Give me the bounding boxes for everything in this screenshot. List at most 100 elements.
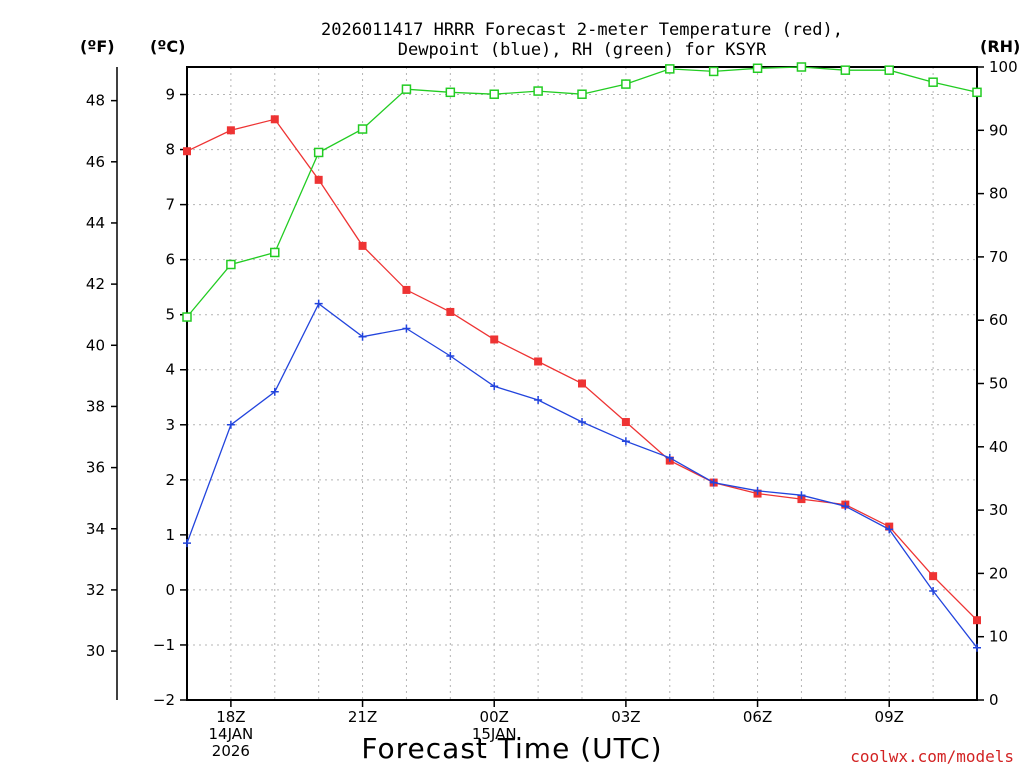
celsius-tick-label: 7 xyxy=(165,196,175,214)
x-tick-label: 15JAN xyxy=(472,725,517,743)
data-point-dewpoint xyxy=(270,387,279,396)
fahrenheit-tick-label: 44 xyxy=(86,214,105,232)
data-point-dewpoint xyxy=(797,491,806,500)
data-point-rh xyxy=(226,259,236,270)
data-point-dewpoint xyxy=(183,539,191,548)
x-tick-label: 14JAN xyxy=(209,725,254,743)
data-point-dewpoint xyxy=(490,382,499,391)
data-point-rh xyxy=(884,65,894,75)
celsius-tick-label: 8 xyxy=(165,141,175,159)
data-point-dewpoint xyxy=(534,396,543,405)
x-tick-label: 2026 xyxy=(212,742,250,760)
x-tick-label: 21Z xyxy=(348,708,377,726)
series-dewpoint xyxy=(183,299,981,652)
data-point-dewpoint xyxy=(226,420,235,429)
rh-tick-label: 70 xyxy=(989,248,1008,266)
rh-tick-label: 10 xyxy=(989,628,1008,646)
data-point-temperature xyxy=(621,418,630,427)
data-point-rh xyxy=(752,63,763,74)
axes: −2−1012345678930323436384042444648010203… xyxy=(86,58,1018,760)
data-point-rh xyxy=(708,66,719,77)
data-point-rh xyxy=(270,247,280,258)
celsius-unit-label: (ºC) xyxy=(150,37,185,56)
fahrenheit-tick-label: 36 xyxy=(86,459,105,477)
rh-tick-label: 90 xyxy=(989,121,1008,139)
celsius-tick-label: 0 xyxy=(165,581,175,599)
fahrenheit-tick-label: 38 xyxy=(86,397,105,415)
data-point-rh xyxy=(621,79,631,89)
data-point-dewpoint xyxy=(358,332,367,341)
data-point-dewpoint xyxy=(446,351,455,360)
rh-tick-label: 100 xyxy=(989,58,1018,76)
data-point-temperature xyxy=(226,126,235,135)
data-point-temperature xyxy=(270,115,279,124)
data-point-temperature xyxy=(490,335,499,344)
fahrenheit-tick-label: 48 xyxy=(86,92,105,110)
fahrenheit-tick-label: 42 xyxy=(86,275,105,293)
data-point-rh xyxy=(533,86,543,96)
rh-tick-label: 20 xyxy=(989,564,1008,582)
data-point-temperature xyxy=(534,357,543,366)
data-point-rh xyxy=(796,62,807,72)
fahrenheit-tick-label: 32 xyxy=(86,581,105,599)
data-point-dewpoint xyxy=(621,437,630,446)
celsius-tick-label: −2 xyxy=(153,691,175,709)
celsius-tick-label: 6 xyxy=(165,251,175,269)
celsius-tick-label: 9 xyxy=(165,86,175,104)
data-point-dewpoint xyxy=(929,587,938,596)
rh-tick-label: 40 xyxy=(989,438,1008,456)
data-point-rh xyxy=(928,77,938,87)
fahrenheit-tick-label: 30 xyxy=(86,642,105,660)
data-point-dewpoint xyxy=(314,299,323,308)
data-point-dewpoint xyxy=(973,643,981,652)
data-point-rh xyxy=(972,87,982,98)
title-line-1: 2026011417 HRRR Forecast 2-meter Tempera… xyxy=(321,20,843,40)
x-axis-label: Forecast Time (UTC) xyxy=(361,732,662,765)
data-point-temperature xyxy=(929,572,938,581)
credit-text: coolwx.com/models xyxy=(850,747,1014,766)
celsius-tick-label: 4 xyxy=(165,361,175,379)
celsius-tick-label: 1 xyxy=(165,526,175,544)
data-point-temperature xyxy=(402,285,411,294)
data-point-dewpoint xyxy=(578,418,586,427)
data-point-temperature xyxy=(973,616,981,625)
rh-tick-label: 80 xyxy=(989,185,1008,203)
x-tick-label: 03Z xyxy=(611,708,640,726)
data-point-rh xyxy=(840,65,851,75)
data-point-rh xyxy=(401,84,412,94)
x-tick-label: 18Z xyxy=(216,708,245,726)
data-point-rh xyxy=(445,87,456,98)
data-point-rh xyxy=(182,312,192,322)
rh-tick-label: 50 xyxy=(989,375,1008,393)
rh-tick-label: 30 xyxy=(989,501,1008,519)
rh-tick-label: 0 xyxy=(989,691,999,709)
data-point-dewpoint xyxy=(402,324,411,333)
celsius-tick-label: −1 xyxy=(153,636,175,654)
rh-unit-label: (RH) xyxy=(980,37,1020,56)
fahrenheit-tick-label: 34 xyxy=(86,520,105,538)
data-point-dewpoint xyxy=(885,525,894,534)
rh-tick-label: 60 xyxy=(989,311,1008,329)
data-point-temperature xyxy=(183,147,191,156)
data-point-rh xyxy=(577,89,587,99)
celsius-tick-label: 5 xyxy=(165,306,175,324)
data-point-rh xyxy=(489,89,499,99)
data-point-temperature xyxy=(446,307,455,316)
fahrenheit-unit-label: (ºF) xyxy=(80,37,115,56)
data-point-rh xyxy=(357,124,368,134)
title-line-2: Dewpoint (blue), RH (green) for KSYR xyxy=(398,40,767,60)
fahrenheit-tick-label: 40 xyxy=(86,336,105,354)
data-point-rh xyxy=(665,64,675,74)
data-point-dewpoint xyxy=(665,453,674,462)
celsius-tick-label: 3 xyxy=(165,416,175,434)
data-series xyxy=(182,62,982,652)
celsius-tick-label: 2 xyxy=(165,471,175,489)
data-point-temperature xyxy=(314,175,323,184)
data-point-dewpoint xyxy=(753,486,762,495)
data-point-temperature xyxy=(578,379,586,388)
series-rh xyxy=(182,62,982,322)
data-point-dewpoint xyxy=(709,478,718,487)
chart-title: 2026011417 HRRR Forecast 2-meter Tempera… xyxy=(321,20,843,60)
data-point-dewpoint xyxy=(841,502,850,511)
